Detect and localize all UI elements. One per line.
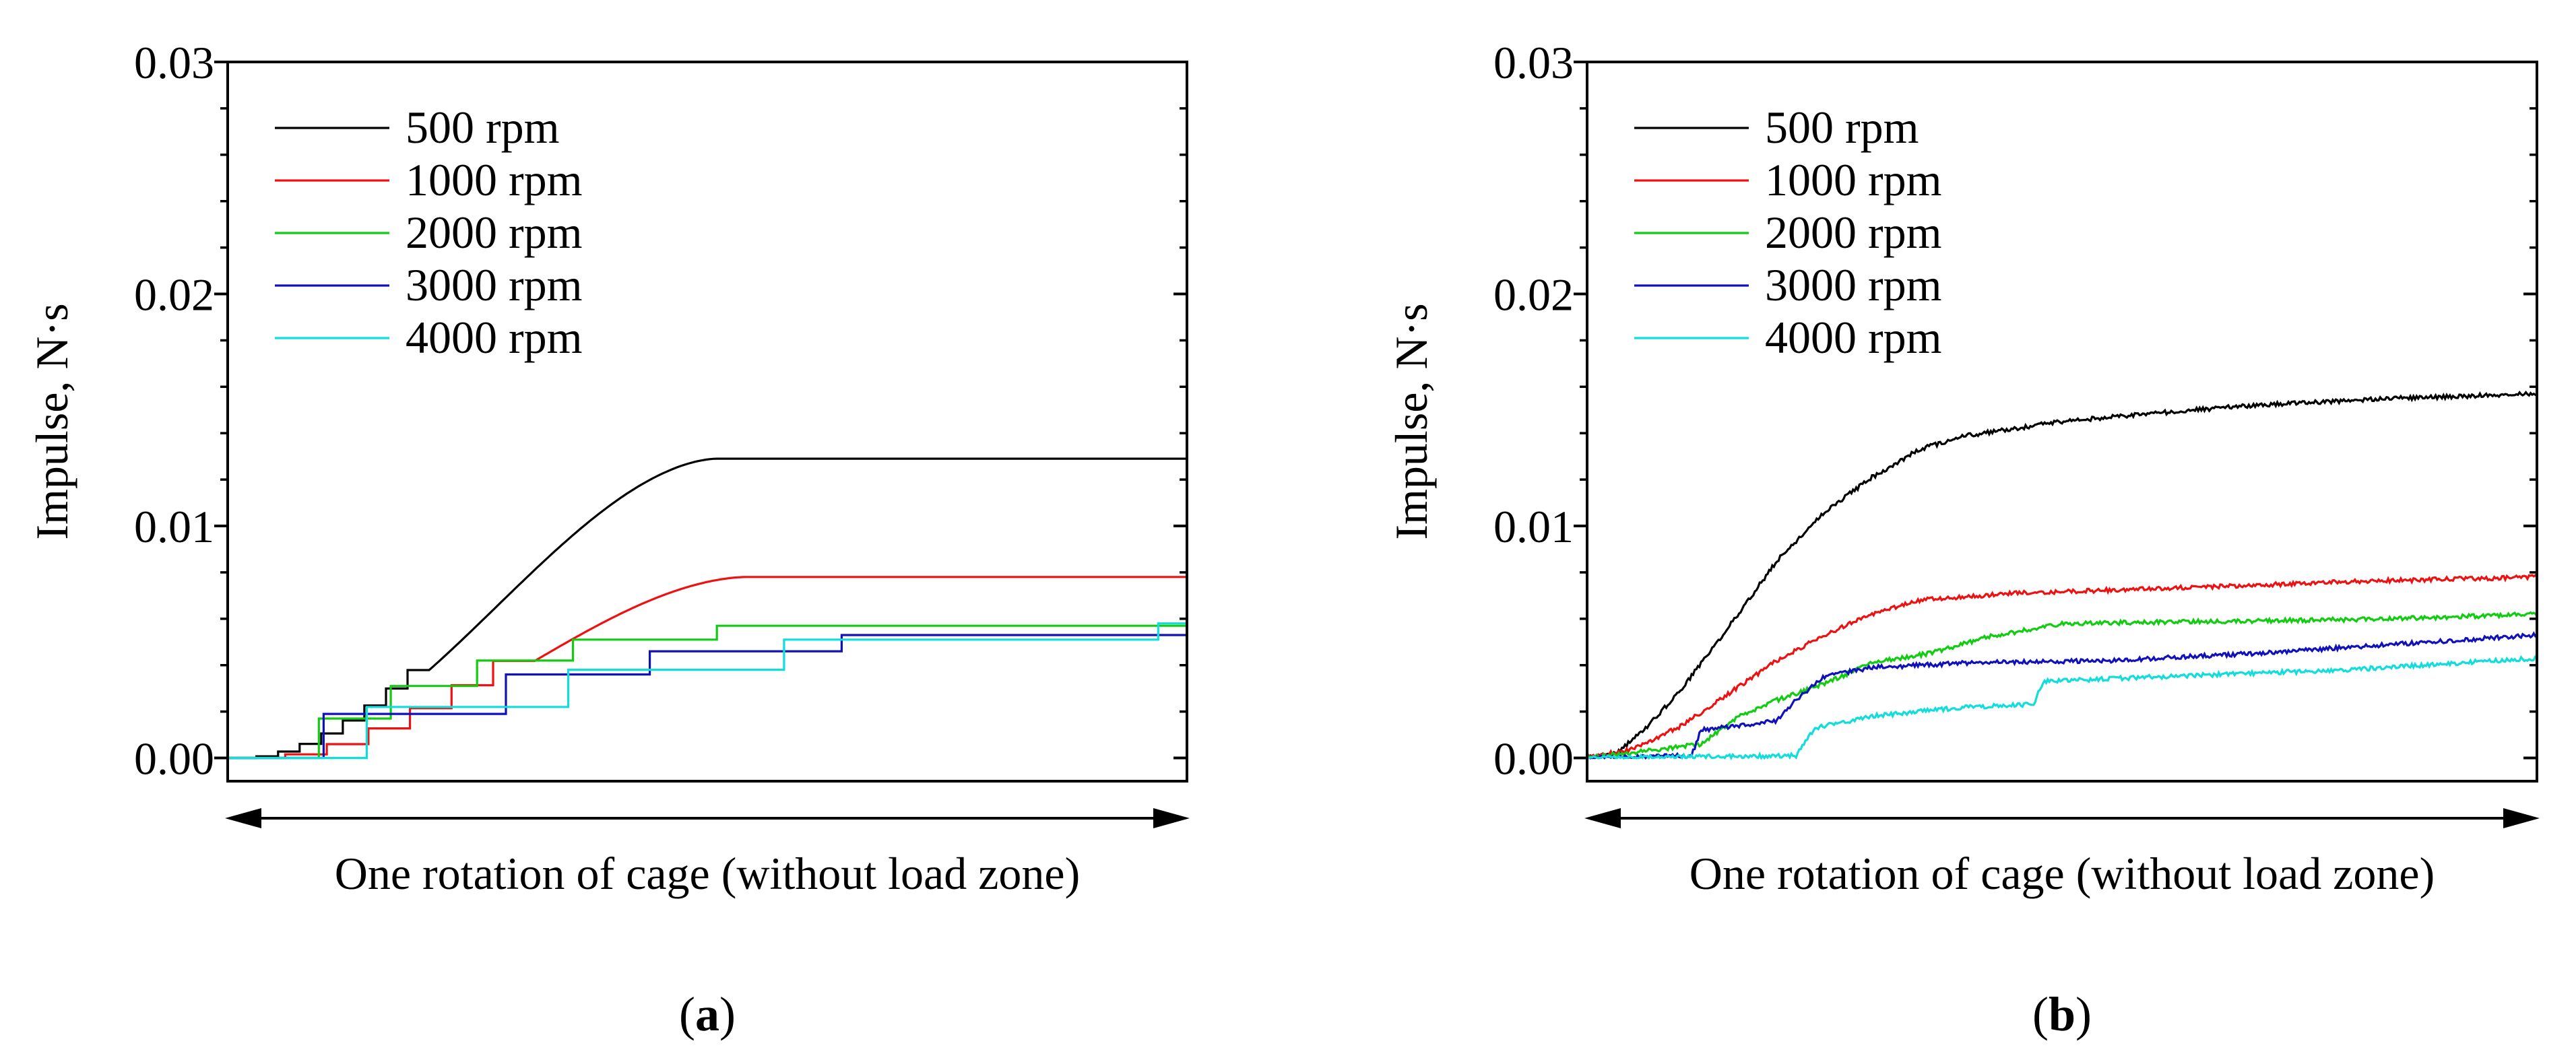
series-line-3000-rpm xyxy=(1587,631,2537,760)
series-line-500-rpm xyxy=(1587,391,2537,760)
series-line-3000-rpm xyxy=(228,634,1187,760)
legend-label: 4000 rpm xyxy=(1765,312,1942,363)
legend-label: 500 rpm xyxy=(1765,102,1919,153)
legend-label: 2000 rpm xyxy=(406,207,583,258)
x-arrow-left-head xyxy=(225,808,261,828)
y-tick-label: 0.03 xyxy=(134,37,214,88)
panel-caption-letter: b xyxy=(2049,987,2075,1041)
y-tick-label: 0.03 xyxy=(1493,37,1574,88)
series-line-2000-rpm xyxy=(228,624,1187,760)
legend-label: 3000 rpm xyxy=(1765,259,1942,310)
x-arrow-right-head xyxy=(2503,808,2540,828)
plot-frame xyxy=(226,61,1188,783)
y-axis-label: Impulse, N·s xyxy=(26,303,77,539)
legend-label: 1000 rpm xyxy=(1765,154,1942,205)
plot-area xyxy=(1587,391,2537,761)
series-line-2000-rpm xyxy=(1587,611,2537,759)
y-tick-label: 0.01 xyxy=(1493,501,1574,552)
panel-caption-letter: a xyxy=(695,987,719,1041)
plot-area xyxy=(228,457,1187,760)
legend-label: 500 rpm xyxy=(406,102,560,153)
y-tick-label: 0.02 xyxy=(1493,269,1574,321)
y-axis-label: Impulse, N·s xyxy=(1386,303,1437,539)
x-arrow-right-head xyxy=(1153,808,1190,828)
series-line-4000-rpm xyxy=(228,622,1187,760)
y-tick-label: 0.01 xyxy=(134,501,214,552)
plot-frame xyxy=(1586,61,2538,783)
series-line-1000-rpm xyxy=(228,576,1187,760)
legend-label: 4000 rpm xyxy=(406,312,583,363)
series-line-500-rpm xyxy=(228,457,1187,760)
chart-panel-b: 0.00 0.01 0.02 0.03 Impulse, N·s One rotation… xyxy=(1386,37,2540,1041)
x-arrow-left-head xyxy=(1584,808,1621,828)
legend-label: 2000 rpm xyxy=(1765,207,1942,258)
panel-caption: (b) xyxy=(2032,987,2092,1041)
panel-caption: (a) xyxy=(679,987,736,1041)
y-tick-label: 0.02 xyxy=(134,269,214,321)
chart-panel-a: 0.00 0.01 0.02 0.03 Impulse, N·s One rotation… xyxy=(26,37,1190,1041)
y-tick-label: 0.00 xyxy=(1493,733,1574,785)
y-tick-label: 0.00 xyxy=(134,733,214,785)
legend-label: 1000 rpm xyxy=(406,154,583,205)
x-axis-label: One rotation of cage (without load zone) xyxy=(1689,848,2435,899)
x-axis-label: One rotation of cage (without load zone) xyxy=(335,848,1081,899)
series-line-1000-rpm xyxy=(1587,574,2537,760)
series-line-4000-rpm xyxy=(1587,655,2537,761)
legend-label: 3000 rpm xyxy=(406,259,583,310)
